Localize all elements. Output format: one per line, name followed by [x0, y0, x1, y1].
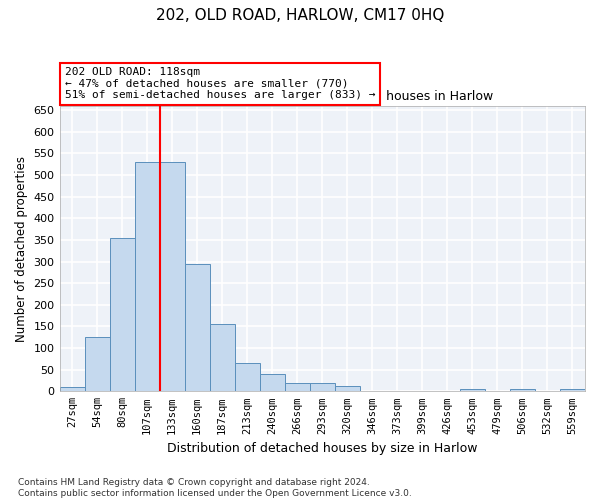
Bar — [285, 382, 310, 392]
Text: 202, OLD ROAD, HARLOW, CM17 0HQ: 202, OLD ROAD, HARLOW, CM17 0HQ — [156, 8, 444, 22]
Bar — [510, 389, 535, 392]
Bar — [260, 374, 285, 392]
Bar — [310, 382, 335, 392]
Y-axis label: Number of detached properties: Number of detached properties — [15, 156, 28, 342]
Bar — [209, 324, 235, 392]
Bar — [235, 363, 260, 392]
Bar — [85, 338, 110, 392]
Bar — [59, 387, 85, 392]
Title: Size of property relative to detached houses in Harlow: Size of property relative to detached ho… — [152, 90, 493, 104]
Bar — [134, 162, 160, 392]
Bar — [460, 389, 485, 392]
Text: Contains HM Land Registry data © Crown copyright and database right 2024.
Contai: Contains HM Land Registry data © Crown c… — [18, 478, 412, 498]
Bar — [560, 389, 585, 392]
Text: 202 OLD ROAD: 118sqm
← 47% of detached houses are smaller (770)
51% of semi-deta: 202 OLD ROAD: 118sqm ← 47% of detached h… — [65, 67, 375, 100]
X-axis label: Distribution of detached houses by size in Harlow: Distribution of detached houses by size … — [167, 442, 478, 455]
Bar — [110, 238, 134, 392]
Bar — [160, 162, 185, 392]
Bar — [185, 264, 209, 392]
Bar — [335, 386, 360, 392]
